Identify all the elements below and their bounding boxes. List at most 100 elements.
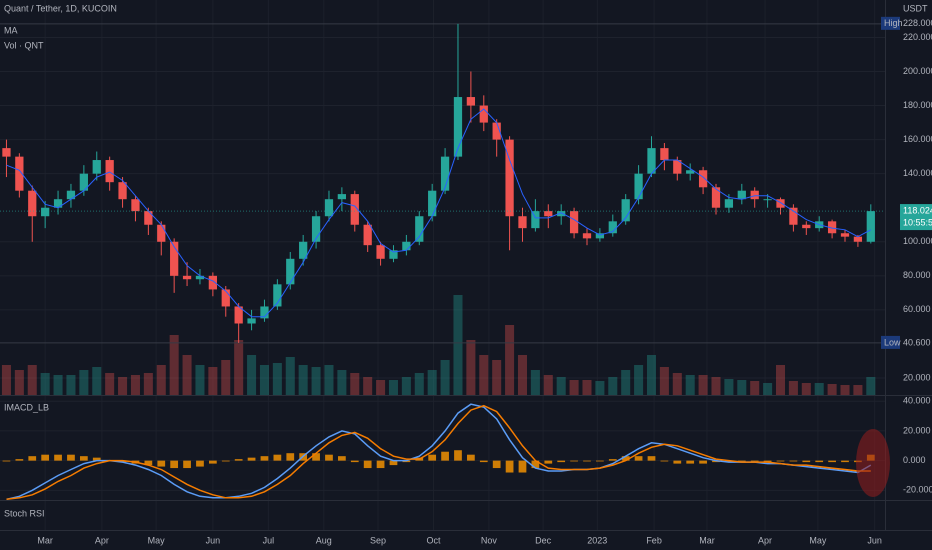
volume-bar [853, 385, 863, 395]
histogram-bar [208, 460, 217, 464]
volume-bar [517, 355, 528, 395]
volume-bar [775, 365, 786, 395]
histogram-bar [234, 459, 243, 461]
candle-body [531, 211, 540, 229]
candle-body [131, 199, 140, 212]
histogram-bar [828, 460, 836, 463]
volume-bar [130, 375, 140, 395]
macd-line [6, 403, 872, 501]
candle-body [311, 216, 321, 242]
candle-body [350, 194, 359, 225]
candle-body [299, 241, 308, 259]
volume-bar [298, 365, 308, 395]
candle-body [195, 275, 205, 280]
histogram-bar [479, 460, 488, 463]
y-tick-label: 180.000 [903, 100, 932, 110]
candle-body [208, 275, 217, 290]
volume-bar [27, 365, 37, 395]
level-label: High [884, 18, 903, 28]
volume-bar [14, 370, 24, 395]
histogram-bar [492, 460, 501, 469]
macd-tick-label: 20.000 [903, 425, 931, 435]
candle-body [2, 148, 11, 157]
y-tick-label: 200.000 [903, 66, 932, 76]
volume-bar [376, 380, 386, 395]
volume-bar [569, 380, 579, 395]
volume-bar [659, 367, 669, 395]
volume-bar [92, 367, 102, 395]
histogram-bar [196, 460, 204, 467]
histogram-bar [815, 460, 824, 463]
histogram-bar [789, 460, 798, 462]
volume-bar [827, 384, 837, 395]
ma-line [6, 108, 872, 318]
y-tick-label: 80.000 [903, 270, 931, 280]
macd-tick-label: 0.000 [903, 455, 926, 465]
level-label: Low [884, 337, 901, 347]
volume-bar [466, 340, 476, 395]
x-tick-label: Sep [370, 535, 386, 545]
volume-bar [66, 375, 76, 395]
x-tick-label: Apr [95, 535, 109, 545]
histogram-bar [802, 460, 811, 463]
chart-title: Quant / Tether, 1D, KUCOIN [4, 3, 117, 13]
level-value: 40.600 [903, 337, 931, 347]
candle-body [660, 148, 669, 161]
candle-body [221, 289, 230, 307]
histogram-bar [273, 454, 282, 461]
x-tick-label: Nov [481, 535, 498, 545]
volume-bar [840, 385, 850, 395]
candle-body [621, 199, 630, 222]
volume-bar [530, 370, 540, 395]
histogram-bar [583, 460, 591, 462]
histogram-bar [673, 460, 682, 464]
candle-body [789, 207, 798, 225]
histogram-bar [841, 460, 849, 463]
macd-tick-label: 40.000 [903, 396, 931, 406]
candle-body [698, 170, 708, 188]
volume-bar [169, 335, 179, 395]
candle-body [440, 156, 450, 191]
candle-body [92, 160, 101, 174]
candle-body [711, 187, 721, 208]
x-tick-label: Jun [206, 535, 221, 545]
x-tick-label: Mar [699, 535, 715, 545]
candle-body [608, 221, 617, 234]
volume-bar [479, 355, 489, 395]
histogram-bar [2, 460, 11, 462]
candle-body [866, 211, 875, 242]
volume-bar [414, 373, 424, 395]
x-tick-label: 2023 [587, 535, 607, 545]
marks [0, 23, 885, 501]
candle-body [737, 190, 746, 200]
candle-body [634, 173, 643, 200]
volume-bar [621, 370, 631, 395]
histogram-bar [79, 456, 88, 461]
candle-body [415, 216, 424, 242]
candle-body [324, 199, 334, 217]
countdown: 10:55:59 [903, 217, 932, 227]
level-value: 228.000 [903, 18, 932, 28]
volume-bar [221, 360, 231, 395]
volume-bar [208, 367, 218, 395]
volume-bar [272, 363, 282, 395]
candle-body [247, 318, 256, 324]
volume-bar [711, 377, 721, 395]
histogram-bar [376, 460, 385, 469]
histogram-bar [247, 457, 256, 461]
candle-body [569, 211, 579, 234]
volume-bar [505, 325, 515, 395]
candle-body [505, 139, 514, 217]
highlight-ellipse [856, 429, 890, 497]
histogram-bar [518, 460, 527, 473]
candle-body [453, 97, 463, 157]
histogram-bar [67, 454, 75, 461]
volume-bar [156, 365, 166, 395]
histogram-bar [621, 456, 630, 461]
volume-bar [118, 377, 128, 395]
volume-bar [814, 383, 824, 395]
y-tick-label: 140.000 [903, 168, 932, 178]
candle-body [105, 160, 114, 183]
candle-body [724, 199, 734, 208]
